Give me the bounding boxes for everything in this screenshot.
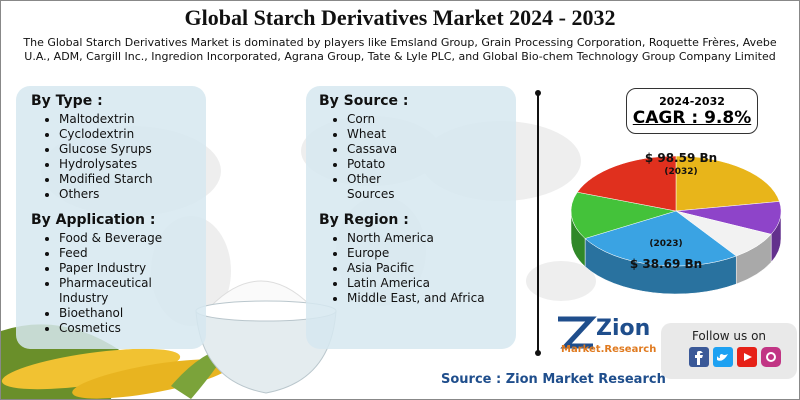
follow-label: Follow us on [691, 329, 767, 343]
logo-mark [558, 316, 597, 349]
year-2032: (2032) [664, 167, 698, 177]
segment-item: Paper Industry [59, 261, 201, 276]
logo-tagline: Market.Research [561, 344, 657, 355]
source: Source : Zion Market Research [441, 372, 666, 387]
year-2023: (2023) [649, 239, 683, 249]
segment-item: Europe [347, 246, 509, 261]
segment-heading: By Region : [319, 212, 409, 228]
segment-item: Wheat [347, 127, 429, 142]
pie-slice [584, 210, 737, 267]
pie-slice [576, 155, 677, 212]
segment-item: Asia Pacific [347, 261, 509, 276]
segment-item: Hydrolysates [59, 157, 201, 172]
segment-list: CornWheatCassavaPotatoOther Sources [319, 112, 429, 202]
cagr: CAGR : 9.8% [632, 108, 752, 128]
segment-item: Cyclodextrin [59, 127, 201, 142]
segment-item: Modified Starch [59, 172, 201, 187]
segment-list: North AmericaEuropeAsia PacificLatin Ame… [319, 231, 509, 306]
segment: By Source : CornWheatCassavaPotatoOther S… [319, 93, 429, 202]
segment: By Type : MaltodextrinCyclodextrinGlucose… [31, 93, 201, 202]
segment-list: MaltodextrinCyclodextrinGlucose SyrupsHy… [31, 112, 201, 202]
segment-item: Bioethanol [59, 306, 201, 321]
description: The Global Starch Derivatives Market is … [23, 36, 777, 63]
value-2032: $ 98.59 Bn [644, 151, 718, 165]
segment-item: Cosmetics [59, 321, 201, 336]
segment-heading: By Type : [31, 93, 103, 109]
instagram-icon[interactable] [761, 347, 781, 367]
social-icons [689, 347, 781, 367]
segment-item: Pharmaceutical Industry [59, 276, 201, 306]
title: Global Starch Derivatives Market 2024 - … [184, 5, 616, 30]
period: 2024-2032 [659, 95, 725, 108]
starch-bowl [195, 280, 337, 394]
pie-slice [570, 191, 677, 239]
segment-heading: By Application : [31, 212, 156, 228]
segment: By Application : Food & BeverageFeedPaper… [31, 212, 201, 336]
segment-item: Food & Beverage [59, 231, 201, 246]
segment-heading: By Source : [319, 93, 409, 109]
segment-item: Other Sources [347, 172, 429, 202]
segment-list: Food & BeverageFeedPaper IndustryPharmac… [31, 231, 201, 336]
segment: By Region : North AmericaEuropeAsia Pacif… [319, 212, 509, 306]
value-2023: $ 38.69 Bn [629, 257, 703, 271]
segment-item: Cassava [347, 142, 429, 157]
segment-item: North America [347, 231, 509, 246]
segment-item: Latin America [347, 276, 509, 291]
pie-slice [675, 155, 780, 212]
left-panel [16, 86, 206, 349]
cagr-box: 2024-2032 CAGR : 9.8% [626, 88, 758, 134]
pie-illustration [570, 155, 782, 295]
segment-item: Maltodextrin [59, 112, 201, 127]
segment-item: Corn [347, 112, 429, 127]
logo-name: Zion [596, 316, 651, 341]
segment-item: Others [59, 187, 201, 202]
segment-item: Feed [59, 246, 201, 261]
segment-item: Potato [347, 157, 429, 172]
segment-item: Glucose Syrups [59, 142, 201, 157]
social-box: Follow us on [661, 323, 797, 379]
segment-item: Middle East, and Africa [347, 291, 509, 306]
right-panel [306, 86, 516, 349]
